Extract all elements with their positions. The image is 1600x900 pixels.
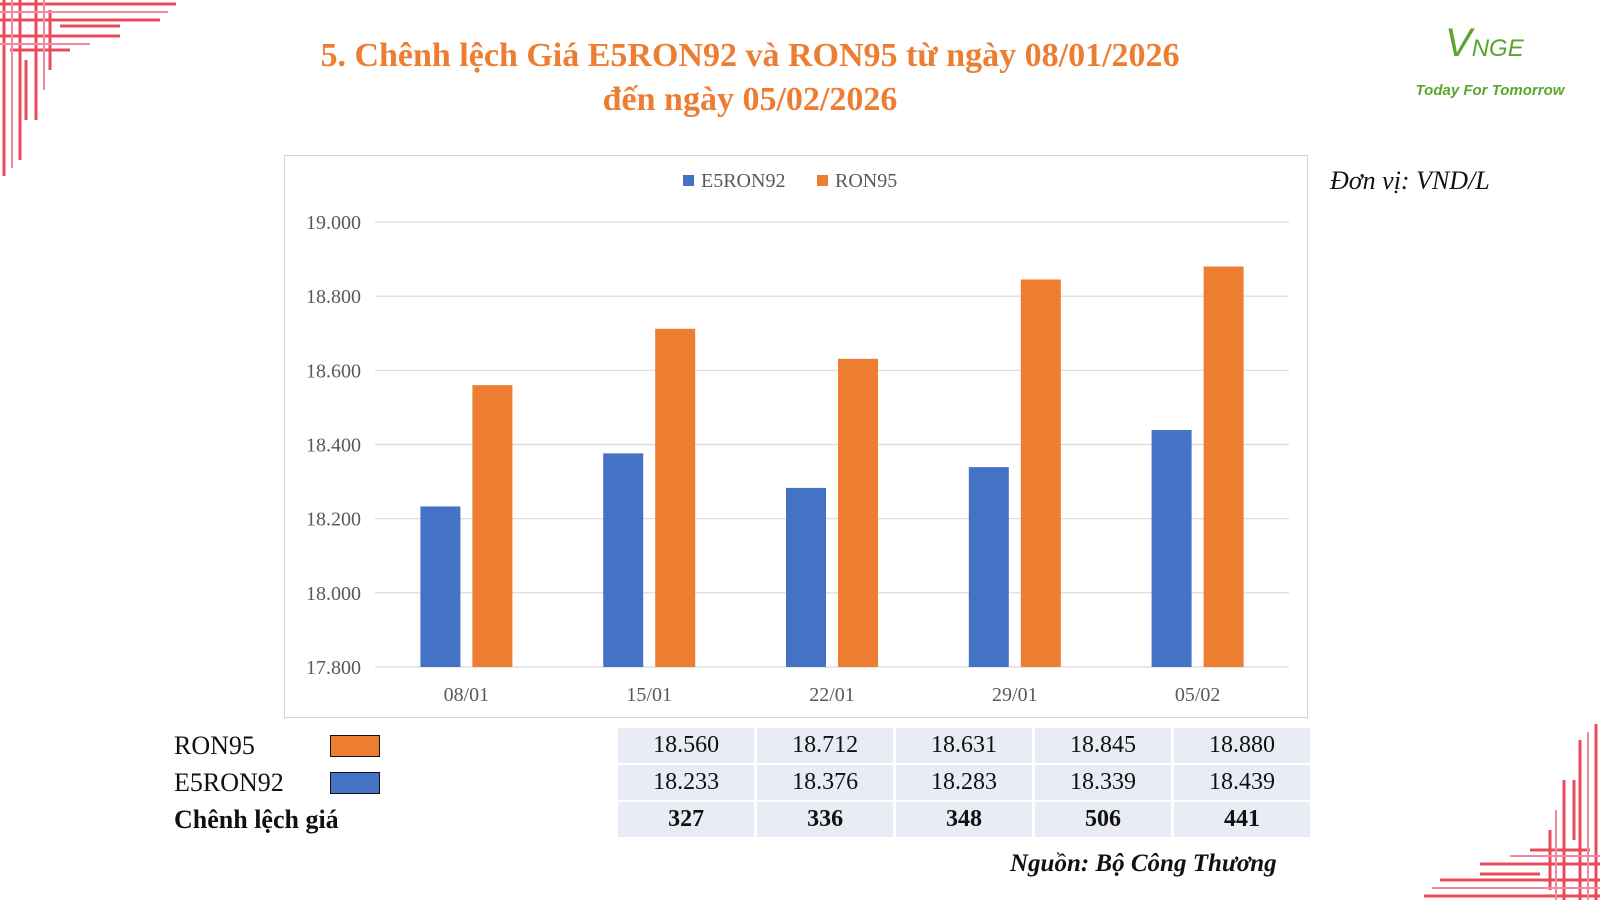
decorative-corner-top-left [0,0,176,176]
row-label-cell: Chênh lệch giá [172,802,392,837]
table-cell: 336 [754,802,894,839]
table-cell: 506 [1032,802,1171,839]
y-tick-label: 18.800 [306,286,361,308]
x-tick-label: 29/01 [992,684,1038,706]
table-cell: 18.560 [615,728,755,765]
legend-label-e5ron92: E5RON92 [701,170,785,192]
title-line-1: 5. Chênh lệch Giá E5RON92 và RON95 từ ng… [320,37,1180,74]
page-title: 5. Chênh lệch Giá E5RON92 và RON95 từ ng… [220,34,1280,122]
table-cell: 18.845 [1032,728,1171,765]
logo-mark-v: V [1445,21,1472,65]
y-tick-label: 18.600 [306,360,361,382]
table-row: Chênh lệch giá 327 336 348 506 441 [172,802,1310,839]
bar-e5ron92-4 [1151,430,1192,667]
data-table: RON95 18.560 18.712 18.631 18.845 18.880 E5RON… [172,728,1310,839]
row-label: E5RON92 [174,767,284,797]
chart-frame: 17.800 18.000 18.200 18.400 18.600 18.800 19.0… [284,155,1308,718]
table-cell: 441 [1170,802,1310,839]
legend-label-ron95: RON95 [835,170,897,192]
y-tick-label: 18.000 [306,583,361,605]
table-cell: 327 [615,802,755,839]
bar-chart: 17.800 18.000 18.200 18.400 18.600 18.800 19.0… [306,170,1289,706]
bar-e5ron92-1 [603,453,644,667]
row-label: Chênh lệch giá [174,804,339,834]
vnge-logo: VNGE Today For Tomorrow [1395,18,1585,108]
table-cell: 18.233 [615,765,755,802]
bar-ron95-0 [472,385,513,667]
logo-mark: VNGE [1445,18,1524,74]
y-tick-label: 19.000 [306,212,361,234]
legend-swatch-e5ron92 [683,175,694,186]
bar-e5ron92-2 [786,487,826,667]
legend-swatch-e5ron92 [330,771,380,794]
table-cell: 18.339 [1032,765,1171,802]
x-tick-label: 15/01 [626,684,672,706]
table-cell: 18.631 [893,728,1033,765]
table-cell: 18.712 [754,728,894,765]
table-row: RON95 18.560 18.712 18.631 18.845 18.880 [172,728,1310,765]
decorative-corner-bottom-right [1424,724,1600,900]
unit-label: Đơn vị: VND/L [1330,166,1490,195]
logo-mark-rest: NGE [1471,35,1524,62]
bar-ron95-1 [655,328,696,667]
y-tick-label: 17.800 [306,657,361,679]
legend-swatch-ron95 [817,175,828,186]
row-label-cell: RON95 [172,728,392,763]
row-label-cell: E5RON92 [172,765,392,800]
source-label: Nguồn: Bộ Công Thương [1010,850,1277,877]
bar-e5ron92-3 [968,467,1009,667]
bar-e5ron92-0 [420,506,461,667]
bar-ron95-3 [1020,279,1061,667]
legend-swatch-ron95 [330,734,380,757]
row-label: RON95 [174,730,255,760]
bar-ron95-4 [1203,266,1244,667]
table-cell: 348 [893,802,1033,839]
x-tick-label: 05/02 [1175,684,1221,706]
bar-ron95-2 [838,358,878,667]
y-tick-label: 18.400 [306,435,361,457]
table-row: E5RON92 18.233 18.376 18.283 18.339 18.439 [172,765,1310,802]
title-line-2: đến ngày 05/02/2026 [602,81,898,118]
y-tick-label: 18.200 [306,509,361,531]
x-tick-label: 08/01 [444,684,490,706]
x-tick-label: 22/01 [809,684,855,706]
table-cell: 18.376 [754,765,894,802]
table-cell: 18.880 [1170,728,1310,765]
table-cell: 18.283 [893,765,1033,802]
logo-tagline: Today For Tomorrow [1415,82,1565,99]
table-cell: 18.439 [1170,765,1310,802]
